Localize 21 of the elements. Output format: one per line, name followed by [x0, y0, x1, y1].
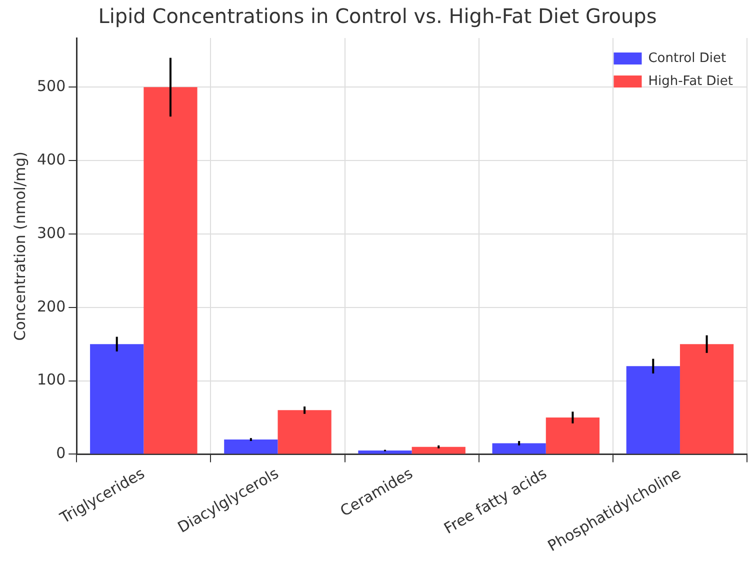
chart-title: Lipid Concentrations in Control vs. High-Fat Diet Groups [98, 4, 657, 28]
legend-label: Control Diet [648, 50, 726, 66]
y-tick-label: 100 [36, 370, 66, 389]
y-tick-label: 200 [36, 297, 66, 316]
y-tick-label: 300 [36, 224, 66, 242]
bar [412, 446, 466, 454]
x-tick-label: Free fatty acids [440, 464, 550, 538]
bar [278, 410, 332, 454]
y-tick-label: 0 [56, 444, 66, 462]
bar [358, 450, 412, 454]
y-tick-label: 400 [36, 150, 66, 168]
legend-label: High-Fat Diet [648, 74, 734, 89]
bar [224, 440, 278, 454]
bar [144, 87, 198, 454]
bar [90, 344, 144, 454]
y-axis-title: Concentration (nmol/mg) [10, 151, 29, 341]
bar [492, 443, 546, 454]
bar [680, 344, 734, 454]
y-tick-label: 500 [36, 77, 66, 96]
bar [546, 418, 600, 454]
bar [626, 366, 680, 454]
